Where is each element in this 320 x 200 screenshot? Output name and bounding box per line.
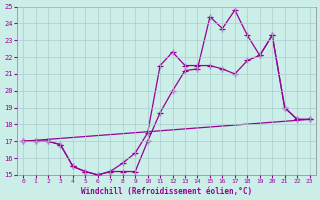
X-axis label: Windchill (Refroidissement éolien,°C): Windchill (Refroidissement éolien,°C) <box>81 187 252 196</box>
